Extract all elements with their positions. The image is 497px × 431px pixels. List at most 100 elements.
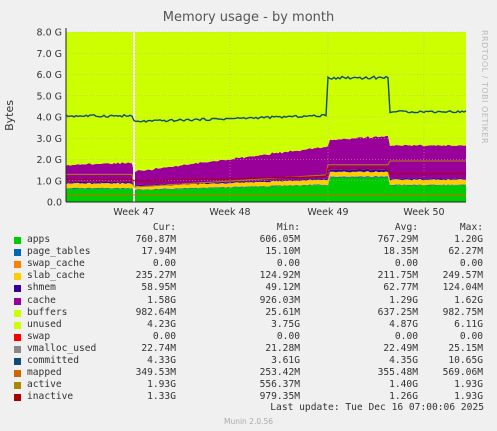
legend-max: 982.75M [442,306,483,318]
x-tick-label: Week 49 [307,207,348,218]
legend-min: 15.10M [265,246,300,258]
legend-avg: 4.35G [389,355,418,367]
legend-min: 979.35M [259,391,300,403]
legend-min: 253.42M [259,367,300,379]
legend-max: 6.11G [454,318,483,330]
legend-header-max: Max: [459,222,483,233]
legend-min: 21.28M [265,342,300,354]
y-tick-label: 2.0 G [37,155,63,166]
y-tick-label: 6.0 G [37,70,63,81]
legend-avg: 1.26G [389,391,418,403]
legend-avg: 355.48M [377,367,418,379]
legend-cur: 17.94M [141,246,176,258]
legend-row-unused: unused 4.23G 3.75G 4.87G 6.11G [0,319,497,331]
y-tick-label: 3.0 G [37,134,63,145]
legend-avg: 62.77M [383,282,418,294]
legend-max: 569.06M [442,367,483,379]
legend-name: cache [27,294,56,306]
legend-swatch-shmem [14,285,21,293]
legend-max: 62.27M [448,246,483,258]
legend-cur: 349.53M [135,367,176,379]
legend-cur: 982.64M [135,306,176,318]
line-active [66,160,466,188]
legend-avg: 18.35M [383,246,418,258]
legend-avg: 637.25M [377,306,418,318]
legend-cur: 1.93G [147,379,176,391]
legend-cur: 58.95M [141,282,176,294]
area-unused [66,32,466,171]
legend-cur: 4.33G [147,355,176,367]
chart-title: Memory usage - by month [162,10,335,25]
legend-max: 25.15M [448,342,483,354]
legend-avg: 1.40G [389,379,418,391]
legend-avg: 22.49M [383,342,418,354]
legend-max: 0.00 [459,330,483,342]
legend-max: 10.65G [448,355,483,367]
legend-row-inactive: inactive 1.33G 979.35M 1.26G 1.93G [0,391,497,403]
legend-name: committed [27,355,79,367]
legend-swatch-apps [14,237,21,245]
rrdtool-credit: RRDTOOL / TOBI OETIKER [480,30,489,145]
legend-swatch-swap_cache [14,261,21,269]
y-tick-label: 4.0 G [37,113,63,124]
legend-swatch-committed [14,358,21,366]
legend-min: 606.05M [259,234,300,246]
legend-name: swap_cache [27,258,85,270]
legend-min: 926.03M [259,294,300,306]
legend-cur: 1.58G [147,294,176,306]
legend-max: 1.20G [454,234,483,246]
legend-swatch-unused [14,321,21,329]
legend-swatch-cache [14,297,21,305]
legend-swatch-active [14,382,21,390]
y-tick-label: 7.0 G [37,49,63,60]
x-tick-label: Week 48 [209,207,250,218]
legend-min: 124.92M [259,270,300,282]
y-tick-label: 5.0 G [37,91,63,102]
legend-row-committed: committed 4.33G 3.61G 4.35G 10.65G [0,355,497,367]
legend-avg: 1.29G [389,294,418,306]
legend-swatch-inactive [14,394,21,402]
legend-max: 1.93G [454,391,483,403]
y-tick-label: 8.0 G [37,28,63,39]
legend-cur: 4.23G [147,318,176,330]
legend-cur: 0.00 [152,258,176,270]
y-tick-label: 0.0 [47,198,62,209]
legend-table: Cur: Min: Avg: Max: apps 760.87M 606.05M 76… [0,222,497,403]
line-committed [65,75,467,123]
area-cache [66,136,466,186]
legend-name: unused [27,318,62,330]
legend-swatch-vmalloc_used [14,345,21,353]
legend-swatch-buffers [14,309,21,317]
legend-min: 0.00 [276,258,300,270]
legend-name: vmalloc_used [27,342,97,354]
legend-max: 1.62G [454,294,483,306]
legend-row-cache: cache 1.58G 926.03M 1.29G 1.62G [0,295,497,307]
legend-row-buffers: buffers 982.64M 25.61M 637.25M 982.75M [0,307,497,319]
legend-row-shmem: shmem 58.95M 49.12M 62.77M 124.04M [0,282,497,294]
legend-cur: 760.87M [135,234,176,246]
legend-min: 3.61G [271,355,300,367]
legend-header-min: Min: [276,222,300,233]
memory-chart: 0.0 1.0 G 2.0 G 3.0 G 4.0 G 5.0 G 6.0 G 7.0 G 8.… [37,28,467,218]
y-tick-label: 1.0 G [37,176,63,187]
legend-cur: 0.00 [152,330,176,342]
legend-cur: 22.74M [141,342,176,354]
legend-row-active: active 1.93G 556.37M 1.40G 1.93G [0,379,497,391]
legend-cur: 1.33G [147,391,176,403]
legend-avg: 211.75M [377,270,418,282]
legend-header: Cur: Min: Avg: Max: [0,222,497,234]
legend-name: slab_cache [27,270,85,282]
legend-name: inactive [27,391,74,403]
legend-swatch-swap [14,333,21,341]
legend-avg: 0.00 [394,330,418,342]
legend-min: 3.75G [271,318,300,330]
legend-row-vmalloc_used: vmalloc_used 22.74M 21.28M 22.49M 25.15M [0,343,497,355]
legend-min: 556.37M [259,379,300,391]
legend-row-page_tables: page_tables 17.94M 15.10M 18.35M 62.27M [0,246,497,258]
x-tick-label: Week 50 [403,207,444,218]
legend-swatch-page_tables [14,249,21,257]
legend-min: 0.00 [276,330,300,342]
legend-max: 0.00 [459,258,483,270]
legend-name: apps [27,234,51,246]
legend-name: buffers [27,306,68,318]
